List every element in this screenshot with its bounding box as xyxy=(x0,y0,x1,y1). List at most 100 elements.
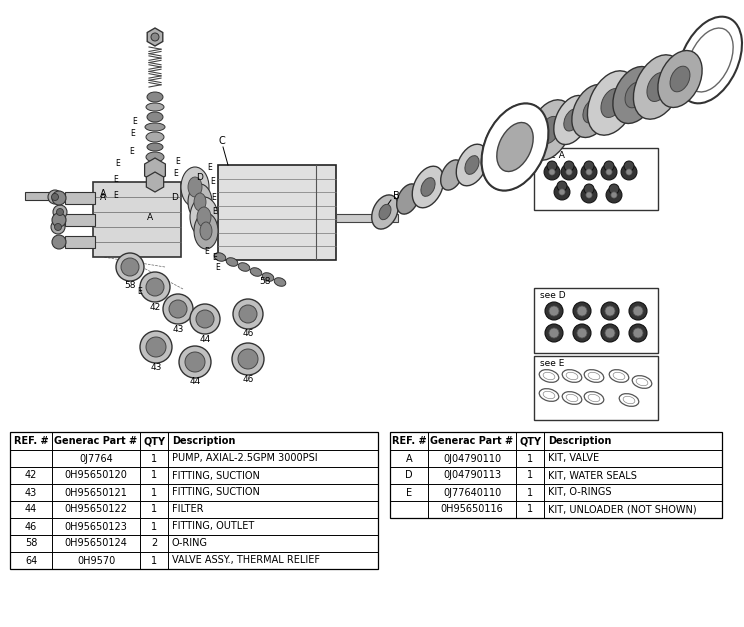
Text: QTY: QTY xyxy=(143,436,165,446)
Circle shape xyxy=(573,302,591,320)
Text: see A: see A xyxy=(540,152,565,161)
Ellipse shape xyxy=(540,117,560,144)
Text: 46: 46 xyxy=(25,522,37,532)
Circle shape xyxy=(151,33,159,41)
Circle shape xyxy=(581,164,597,180)
Circle shape xyxy=(601,324,619,342)
Circle shape xyxy=(239,305,257,323)
Text: FILTER: FILTER xyxy=(172,505,204,515)
Text: 0H95650116: 0H95650116 xyxy=(440,505,504,515)
Ellipse shape xyxy=(497,122,533,172)
Circle shape xyxy=(179,346,211,378)
Text: FITTING, SUCTION: FITTING, SUCTION xyxy=(172,488,260,497)
Text: 44: 44 xyxy=(25,505,37,515)
Text: 0H9570: 0H9570 xyxy=(77,556,115,566)
Circle shape xyxy=(549,306,559,316)
Ellipse shape xyxy=(658,51,702,107)
Text: A: A xyxy=(100,192,106,201)
Text: C: C xyxy=(725,33,731,43)
Ellipse shape xyxy=(543,372,555,380)
Text: 1: 1 xyxy=(527,488,533,497)
Circle shape xyxy=(52,235,66,249)
Text: E: E xyxy=(211,192,217,201)
Text: C: C xyxy=(219,136,225,146)
Ellipse shape xyxy=(197,207,211,227)
Ellipse shape xyxy=(275,278,286,287)
Text: 58: 58 xyxy=(259,278,271,287)
Ellipse shape xyxy=(636,378,648,386)
Polygon shape xyxy=(147,172,164,192)
Circle shape xyxy=(549,169,555,175)
Circle shape xyxy=(605,328,615,338)
Circle shape xyxy=(233,299,263,329)
Text: 0J04790113: 0J04790113 xyxy=(443,470,501,480)
Circle shape xyxy=(581,187,597,203)
Text: 0H95650122: 0H95650122 xyxy=(65,505,127,515)
Text: 0H95650120: 0H95650120 xyxy=(65,470,127,480)
Bar xyxy=(25,192,55,200)
Bar xyxy=(336,214,398,222)
Text: E: E xyxy=(216,263,220,271)
Text: D: D xyxy=(405,470,413,480)
Bar xyxy=(10,432,378,569)
Circle shape xyxy=(51,220,65,234)
Text: FITTING, OUTLET: FITTING, OUTLET xyxy=(172,522,254,532)
Ellipse shape xyxy=(583,99,601,123)
Text: 58: 58 xyxy=(25,539,37,549)
Ellipse shape xyxy=(379,204,391,219)
Circle shape xyxy=(557,181,567,191)
Text: PUMP, AXIAL-2.5GPM 3000PSI: PUMP, AXIAL-2.5GPM 3000PSI xyxy=(172,453,318,463)
Circle shape xyxy=(586,169,592,175)
Ellipse shape xyxy=(566,394,578,402)
Text: see D: see D xyxy=(540,292,565,300)
Ellipse shape xyxy=(584,370,604,382)
Circle shape xyxy=(121,258,139,276)
Text: 0H95650121: 0H95650121 xyxy=(65,488,127,497)
Text: FITTING, SUCTION: FITTING, SUCTION xyxy=(172,470,260,480)
Circle shape xyxy=(146,278,164,296)
Text: A: A xyxy=(100,189,106,199)
Circle shape xyxy=(140,331,172,363)
Ellipse shape xyxy=(589,394,600,402)
Text: E: E xyxy=(114,176,118,184)
Ellipse shape xyxy=(613,372,625,380)
Ellipse shape xyxy=(146,132,164,142)
Ellipse shape xyxy=(226,258,238,266)
Ellipse shape xyxy=(584,392,604,404)
Circle shape xyxy=(169,300,187,318)
Bar xyxy=(65,214,95,226)
Text: 42: 42 xyxy=(150,302,161,312)
Circle shape xyxy=(116,253,144,281)
Ellipse shape xyxy=(181,167,209,207)
Text: 58: 58 xyxy=(124,280,135,290)
Text: 43: 43 xyxy=(173,325,184,334)
Ellipse shape xyxy=(589,372,600,380)
Circle shape xyxy=(601,302,619,320)
Ellipse shape xyxy=(601,88,623,117)
Text: E: E xyxy=(208,162,212,172)
Text: 44: 44 xyxy=(190,377,201,386)
Text: REF. #: REF. # xyxy=(391,436,426,446)
Ellipse shape xyxy=(465,155,479,174)
Text: 43: 43 xyxy=(25,488,37,497)
Text: 1: 1 xyxy=(151,522,157,532)
Ellipse shape xyxy=(190,197,218,237)
Text: 0J77640110: 0J77640110 xyxy=(443,488,501,497)
Ellipse shape xyxy=(619,394,639,406)
Text: E: E xyxy=(213,253,217,261)
Circle shape xyxy=(626,169,632,175)
Circle shape xyxy=(196,310,214,328)
Circle shape xyxy=(586,192,592,198)
Circle shape xyxy=(547,161,557,171)
Circle shape xyxy=(584,161,594,171)
Circle shape xyxy=(601,164,617,180)
Circle shape xyxy=(185,352,205,372)
Ellipse shape xyxy=(412,166,443,208)
Ellipse shape xyxy=(200,222,212,240)
Text: 0H95650124: 0H95650124 xyxy=(65,539,127,549)
Ellipse shape xyxy=(572,85,612,137)
Circle shape xyxy=(140,272,170,302)
Ellipse shape xyxy=(147,162,163,170)
Circle shape xyxy=(573,324,591,342)
Text: E: E xyxy=(173,169,179,179)
